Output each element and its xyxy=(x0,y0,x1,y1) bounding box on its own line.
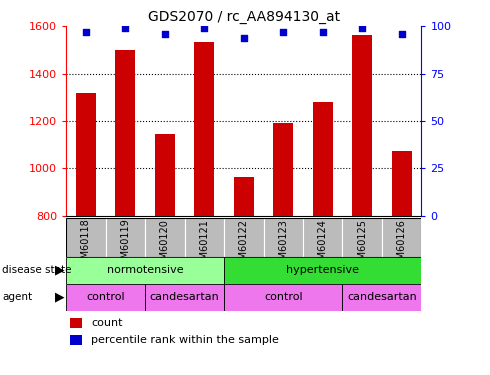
Text: GSM60126: GSM60126 xyxy=(397,219,407,272)
Text: candesartan: candesartan xyxy=(149,292,220,302)
Point xyxy=(240,34,247,40)
Bar xyxy=(234,177,254,216)
Text: GSM60124: GSM60124 xyxy=(318,219,328,272)
Text: GSM60122: GSM60122 xyxy=(239,219,249,272)
Text: control: control xyxy=(264,292,302,302)
Bar xyxy=(106,217,145,257)
Bar xyxy=(70,318,82,328)
Point xyxy=(82,29,90,35)
Bar xyxy=(145,284,224,311)
Text: control: control xyxy=(86,292,125,302)
Point xyxy=(319,29,327,35)
Text: candesartan: candesartan xyxy=(347,292,417,302)
Bar xyxy=(66,217,106,257)
Bar xyxy=(224,257,421,284)
Text: normotensive: normotensive xyxy=(107,266,183,275)
Bar xyxy=(155,134,175,216)
Text: GSM60118: GSM60118 xyxy=(81,219,91,272)
Text: GSM60125: GSM60125 xyxy=(357,219,367,272)
Text: GSM60123: GSM60123 xyxy=(278,219,288,272)
Point xyxy=(200,25,208,31)
Text: disease state: disease state xyxy=(2,266,72,275)
Point xyxy=(122,25,129,31)
Bar xyxy=(224,217,264,257)
Text: percentile rank within the sample: percentile rank within the sample xyxy=(91,335,279,345)
Text: GSM60121: GSM60121 xyxy=(199,219,209,272)
Text: ▶: ▶ xyxy=(55,264,65,277)
Bar xyxy=(76,93,96,216)
Bar xyxy=(343,217,382,257)
Bar xyxy=(145,217,185,257)
Text: ▶: ▶ xyxy=(55,291,65,304)
Bar xyxy=(224,284,343,311)
Point xyxy=(161,31,169,37)
Bar xyxy=(303,217,343,257)
Text: GSM60120: GSM60120 xyxy=(160,219,170,272)
Text: hypertensive: hypertensive xyxy=(286,266,359,275)
Text: GSM60119: GSM60119 xyxy=(121,219,130,272)
Point xyxy=(358,25,366,31)
Point xyxy=(279,29,287,35)
Bar xyxy=(343,284,421,311)
Bar xyxy=(392,150,412,216)
Title: GDS2070 / rc_AA894130_at: GDS2070 / rc_AA894130_at xyxy=(147,10,340,24)
Text: count: count xyxy=(91,318,122,328)
Bar xyxy=(352,34,372,216)
Bar xyxy=(66,284,145,311)
Bar xyxy=(70,335,82,345)
Bar xyxy=(66,257,224,284)
Bar xyxy=(382,217,421,257)
Bar xyxy=(185,217,224,257)
Bar xyxy=(273,123,293,216)
Bar xyxy=(264,217,303,257)
Point xyxy=(398,31,406,37)
Text: agent: agent xyxy=(2,292,32,302)
Bar xyxy=(116,50,135,216)
Bar xyxy=(313,102,333,216)
Bar xyxy=(195,42,214,216)
